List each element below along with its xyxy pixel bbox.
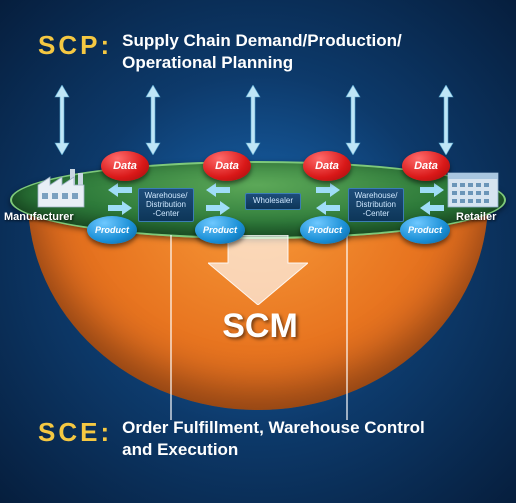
vline	[170, 235, 172, 420]
retailer-icon	[444, 161, 502, 214]
scm-down-arrow-icon	[208, 235, 308, 305]
node-line: Distribution	[356, 200, 396, 209]
vline	[346, 235, 348, 420]
scp-desc-line1: Supply Chain Demand/Production/	[122, 31, 402, 50]
scm-label: SCM	[190, 307, 330, 346]
vert-arrow-icon	[437, 85, 455, 155]
node-line: Warehouse/	[145, 191, 188, 200]
scp-desc-line2: Operational Planning	[122, 53, 293, 72]
h-arrow-right-icon	[316, 183, 340, 197]
data-chip: Data	[303, 151, 351, 181]
sce-label: SCE:	[38, 417, 112, 448]
data-chip: Data	[203, 151, 251, 181]
node-warehouse: Warehouse/ Distribution -Center	[138, 188, 194, 222]
h-arrow-right-icon	[206, 201, 230, 215]
node-line: Warehouse/	[355, 191, 398, 200]
data-chip: Data	[101, 151, 149, 181]
vert-arrow-icon	[53, 85, 71, 155]
sce-desc-line1: Order Fulfillment, Warehouse Control	[122, 418, 425, 437]
node-line: Wholesaler	[253, 196, 293, 205]
h-arrow-left-icon	[206, 183, 230, 197]
h-arrow-left-icon	[316, 201, 340, 215]
product-chip: Product	[300, 216, 350, 244]
vert-arrow-icon	[244, 85, 262, 155]
scp-header: SCP: Supply Chain Demand/Production/ Ope…	[38, 30, 402, 74]
retailer-label: Retailer	[456, 211, 496, 223]
node-line: -Center	[153, 209, 180, 218]
sce-desc-line2: and Execution	[122, 440, 238, 459]
product-chip: Product	[400, 216, 450, 244]
vert-arrow-icon	[344, 85, 362, 155]
product-chip: Product	[195, 216, 245, 244]
manufacturer-icon	[36, 167, 86, 214]
scp-label: SCP:	[38, 30, 112, 61]
vert-arrow-icon	[144, 85, 162, 155]
data-chip: Data	[402, 151, 450, 181]
h-arrow-left-icon	[420, 201, 444, 215]
h-arrow-left-icon	[108, 183, 132, 197]
sce-footer: SCE: Order Fulfillment, Warehouse Contro…	[38, 417, 425, 461]
node-line: Distribution	[146, 200, 186, 209]
h-arrow-right-icon	[420, 183, 444, 197]
product-chip: Product	[87, 216, 137, 244]
h-arrow-right-icon	[108, 201, 132, 215]
scm-diagram: SCM Data Data Data Data Product Product …	[0, 85, 516, 405]
node-warehouse: Warehouse/ Distribution -Center	[348, 188, 404, 222]
node-wholesaler: Wholesaler	[245, 193, 301, 210]
node-line: -Center	[363, 209, 390, 218]
sce-description: Order Fulfillment, Warehouse Control and…	[122, 417, 425, 461]
scp-description: Supply Chain Demand/Production/ Operatio…	[122, 30, 402, 74]
manufacturer-label: Manufacturer	[4, 211, 74, 223]
